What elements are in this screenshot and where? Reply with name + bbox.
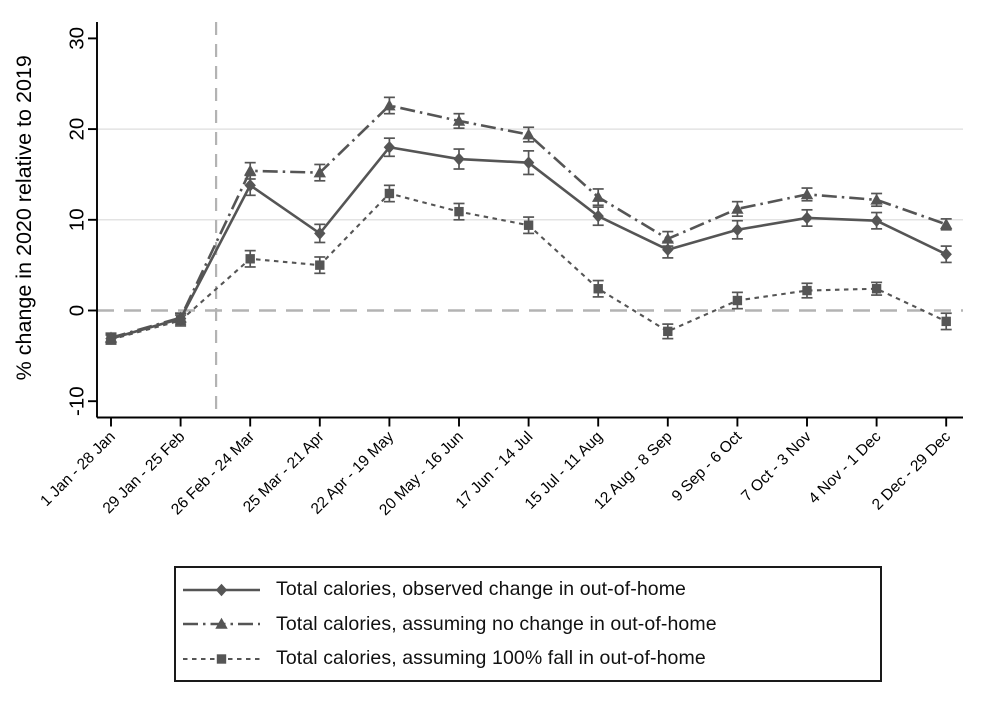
legend-item-observed: Total calories, observed change in out-o…	[181, 577, 880, 603]
y-tick-label: 10	[65, 208, 88, 231]
legend-label-observed: Total calories, observed change in out-o…	[276, 578, 686, 600]
legend-line-triangle-icon	[183, 617, 260, 629]
chart-legend: Total calories, observed change in out-o…	[174, 566, 882, 682]
legend-label-100-fall: Total calories, assuming 100% fall in ou…	[276, 647, 706, 669]
x-tick-label: 7 Oct - 3 Nov	[738, 428, 815, 505]
legend-line-diamond-icon	[183, 583, 260, 596]
legend-line-square-icon	[183, 653, 260, 664]
y-tick-label: -10	[65, 386, 88, 416]
legend-label-no-change: Total calories, assuming no change in ou…	[276, 612, 717, 635]
y-axis-title: % change in 2020 relative to 2019	[12, 55, 36, 380]
y-tick-label: 0	[65, 305, 88, 316]
y-tick-label: 30	[65, 27, 88, 50]
x-tick-label: 4 Nov - 1 Dec	[805, 428, 884, 507]
x-tick-label: 9 Sep - 6 Oct	[669, 428, 746, 505]
grid-layer	[97, 128, 963, 221]
reference-lines	[97, 22, 963, 418]
series-square	[105, 184, 952, 345]
y-tick-label: 20	[65, 118, 88, 141]
legend-item-no-change: Total calories, assuming no change in ou…	[181, 611, 880, 637]
legend-item-100-fall: Total calories, assuming 100% fall in ou…	[181, 646, 880, 672]
series-diamond	[105, 137, 952, 345]
